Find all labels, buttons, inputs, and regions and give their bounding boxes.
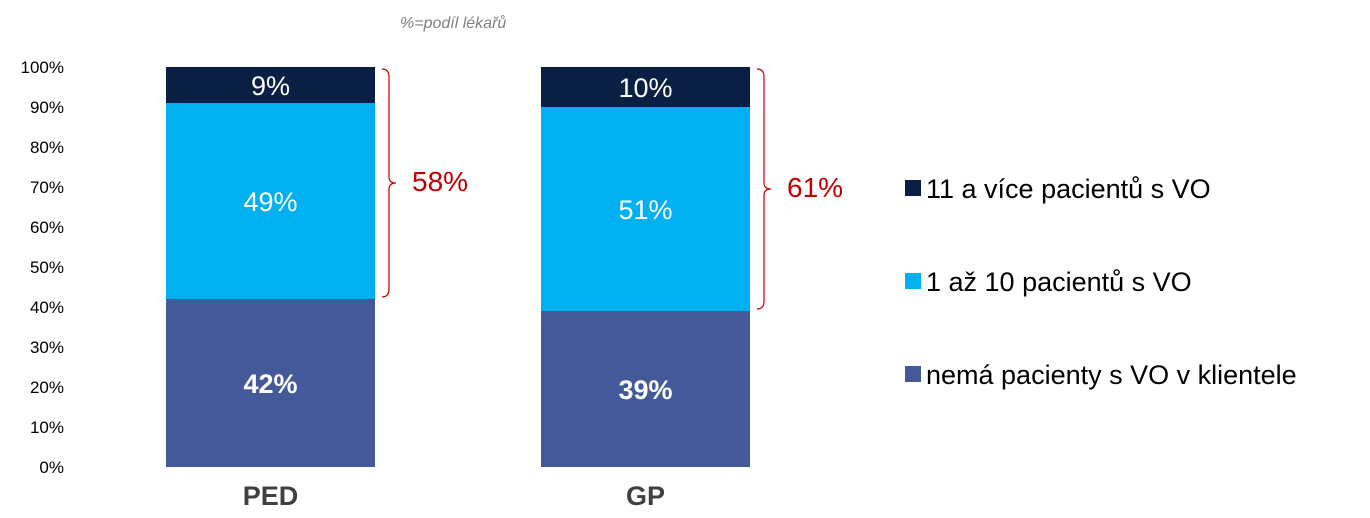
bracket-label: 61% [787, 172, 843, 203]
legend-swatch [905, 366, 921, 382]
bar-value-label: 42% [243, 369, 297, 399]
bar-value-label: 39% [618, 375, 672, 405]
y-tick-label: 80% [30, 138, 64, 157]
legend-label: 1 až 10 pacientů s VO [926, 267, 1192, 297]
legend: 11 a více pacientů s VO 1 až 10 pacientů … [905, 174, 1297, 390]
bar-segment [166, 103, 375, 299]
bracket [756, 68, 772, 310]
legend-swatch [905, 273, 921, 289]
bracket-label: 58% [412, 166, 468, 197]
y-tick-label: 40% [30, 298, 64, 317]
legend-swatch [905, 180, 921, 196]
bracket [381, 68, 397, 298]
bar-segment [541, 107, 750, 311]
category-label: PED [243, 481, 299, 511]
y-tick-label: 60% [30, 218, 64, 237]
y-axis: 0% 10% 20% 30% 40% 50% 60% 70% 80% 90% 100% [21, 58, 64, 477]
bar-value-label: 9% [251, 71, 290, 101]
legend-label: 11 a více pacientů s VO [926, 174, 1211, 204]
bar-segment [541, 311, 750, 467]
y-tick-label: 20% [30, 378, 64, 397]
y-tick-label: 90% [30, 98, 64, 117]
bar-value-label: 51% [618, 195, 672, 225]
bars: 42% 49% 9% 39% 51% 10% [166, 67, 750, 467]
y-tick-label: 10% [30, 418, 64, 437]
bar-segment [541, 67, 750, 107]
chart-note: %=podíl lékařů [400, 14, 506, 32]
category-label: GP [626, 481, 665, 511]
bar-value-label: 10% [618, 73, 672, 103]
y-tick-label: 70% [30, 178, 64, 197]
brackets: 58% 61% [381, 68, 843, 310]
bar-segment [166, 299, 375, 467]
bar-value-label: 49% [243, 187, 297, 217]
y-tick-label: 0% [39, 458, 64, 477]
category-labels: PED GP [243, 481, 665, 511]
y-tick-label: 50% [30, 258, 64, 277]
y-tick-label: 100% [21, 58, 64, 77]
bar-segment [166, 67, 375, 103]
legend-label: nemá pacienty s VO v klientele [926, 360, 1297, 390]
y-tick-label: 30% [30, 338, 64, 357]
